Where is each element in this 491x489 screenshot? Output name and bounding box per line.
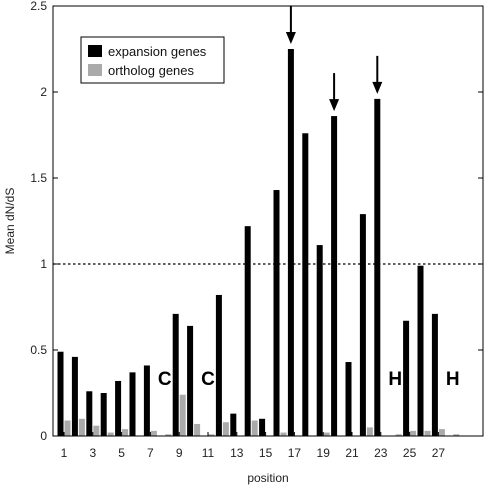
bar-expansion-pos-2 [71, 356, 78, 436]
bars [57, 49, 460, 436]
bar-expansion-pos-7 [143, 365, 150, 436]
x-tick-label: 5 [118, 446, 125, 460]
arrow-pos-20 [329, 73, 340, 112]
x-tick-label: 11 [202, 446, 215, 460]
bar-ortholog-pos-27 [438, 429, 445, 436]
bar-expansion-pos-5 [115, 380, 122, 436]
bar-expansion-pos-9 [172, 313, 179, 436]
axes-frame [52, 5, 484, 437]
bar-ortholog-pos-5 [122, 429, 129, 436]
bar-ortholog-pos-28 [453, 434, 460, 436]
y-axis-title: Mean dN/dS [3, 188, 17, 255]
bar-expansion-pos-6 [129, 372, 136, 436]
bar-expansion-pos-20 [331, 116, 338, 436]
y-tick-label: 1.5 [30, 171, 47, 185]
bar-expansion-pos-21 [345, 362, 352, 436]
bar-ortholog-pos-19 [323, 432, 330, 436]
position-letter-h-28: H [446, 369, 460, 390]
legend: expansion genes ortholog genes [80, 36, 225, 84]
axes [52, 5, 484, 437]
bar-expansion-pos-22 [359, 214, 366, 436]
x-tick-label: 3 [89, 446, 96, 460]
arrow-head [329, 99, 340, 112]
position-letter-c-11: C [201, 369, 215, 390]
legend-swatch-0 [88, 45, 102, 57]
x-tick-label: 15 [259, 446, 273, 460]
x-tick-label: 7 [147, 446, 154, 460]
bar-ortholog-pos-24 [395, 434, 402, 436]
bar-ortholog-pos-25 [410, 430, 417, 436]
x-tick-label: 13 [230, 446, 244, 460]
arrow-head [285, 32, 296, 44]
bar-ortholog-pos-7 [150, 430, 157, 436]
bar-expansion-pos-26 [417, 265, 424, 436]
position-letter-h-24: H [388, 369, 402, 390]
legend-swatch-1 [88, 64, 102, 76]
x-tick-label: 1 [61, 446, 68, 460]
legend-label-1: ortholog genes [108, 63, 195, 78]
bar-expansion-pos-4 [100, 393, 107, 436]
bar-expansion-pos-12 [215, 294, 222, 436]
y-tick-label: 1 [40, 257, 47, 271]
bar-expansion-pos-16 [273, 190, 280, 436]
position-letter-c-8: C [158, 369, 172, 390]
bar-ortholog-pos-12 [222, 422, 229, 436]
legend-box [80, 36, 225, 84]
y-tick-label: 2 [40, 85, 47, 99]
bar-ortholog-pos-9 [179, 394, 186, 436]
bar-ortholog-pos-1 [64, 420, 71, 436]
bar-expansion-pos-25 [403, 320, 410, 436]
bar-ortholog-pos-14 [251, 420, 258, 436]
x-tick-label: 19 [317, 446, 331, 460]
bar-expansion-pos-17 [287, 49, 294, 436]
x-tick-label: 21 [345, 446, 359, 460]
y-ticks: 0 0.5 1 1.5 2 2.5 [30, 0, 483, 443]
x-ticks: 1 3 5 7 9 11 13 15 17 19 21 23 25 27 [61, 432, 446, 460]
x-axis-title: position [247, 471, 288, 485]
bar-ortholog-pos-10 [194, 423, 201, 436]
bar-expansion-pos-14 [244, 226, 251, 436]
bar-expansion-pos-1 [57, 351, 64, 436]
arrow-pos-17 [285, 6, 296, 44]
bar-ortholog-pos-2 [78, 418, 85, 436]
bar-ortholog-pos-11 [208, 434, 215, 436]
x-tick-label: 17 [288, 446, 302, 460]
bar-ortholog-pos-22 [366, 427, 373, 436]
y-tick-label: 0 [40, 429, 47, 443]
bar-expansion-pos-10 [187, 325, 194, 436]
bar-ortholog-pos-26 [424, 430, 431, 436]
bar-expansion-pos-3 [86, 391, 93, 436]
arrow-head [372, 81, 383, 94]
y-tick-label: 2.5 [30, 0, 47, 13]
bar-expansion-pos-13 [230, 413, 237, 436]
bar-expansion-pos-19 [316, 245, 323, 436]
x-tick-label: 25 [403, 446, 417, 460]
bar-ortholog-pos-8 [165, 434, 172, 436]
legend-label-0: expansion genes [108, 44, 207, 59]
bar-ortholog-pos-3 [93, 425, 100, 436]
bar-ortholog-pos-4 [107, 432, 114, 436]
bar-expansion-pos-23 [374, 98, 381, 436]
x-tick-label: 27 [432, 446, 446, 460]
bar-expansion-pos-27 [431, 313, 438, 436]
x-tick-label: 9 [176, 446, 183, 460]
x-tick-label: 23 [374, 446, 388, 460]
bar-expansion-pos-18 [302, 133, 309, 436]
y-tick-label: 0.5 [30, 343, 47, 357]
arrow-pos-23 [372, 55, 383, 94]
bar-expansion-pos-15 [259, 418, 266, 436]
bar-ortholog-pos-16 [280, 432, 287, 436]
